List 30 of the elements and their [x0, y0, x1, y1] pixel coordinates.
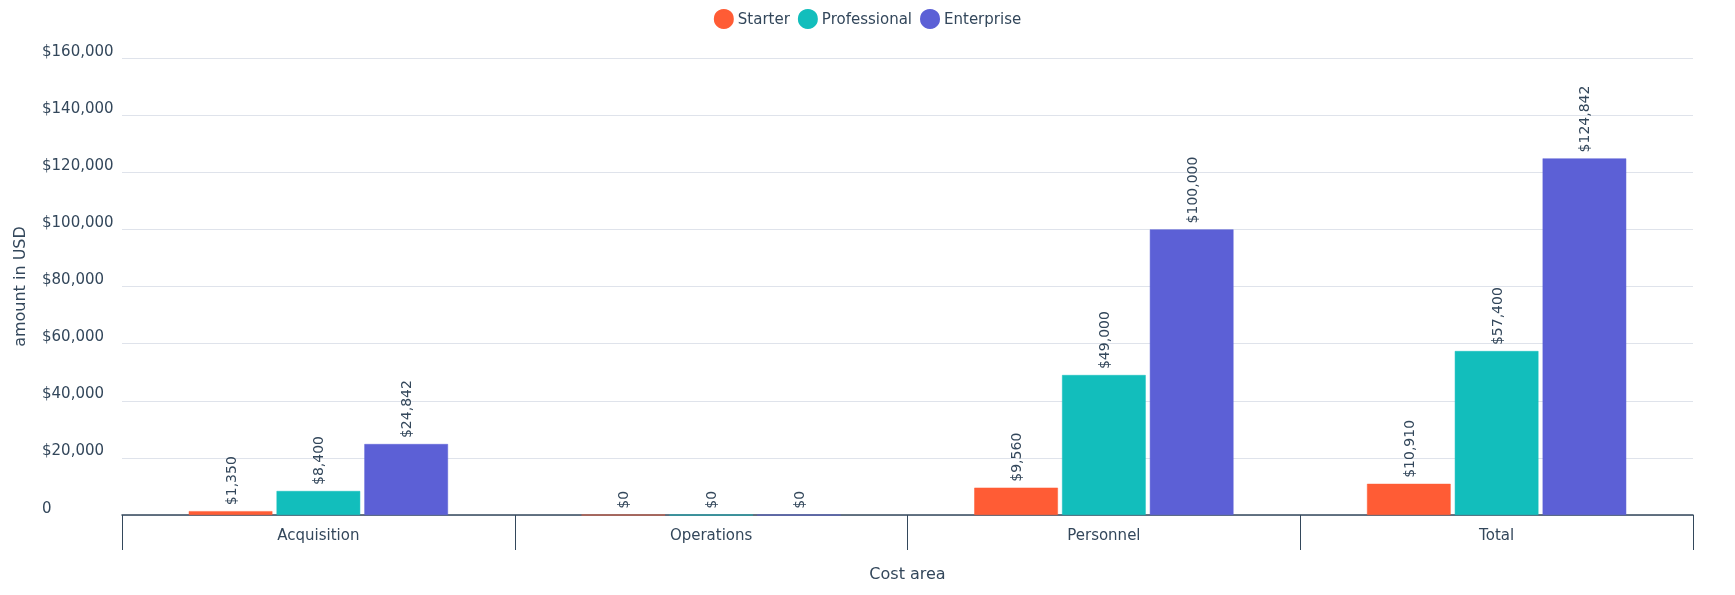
legend-label: Enterprise	[944, 10, 1022, 28]
y-tick-label: $160,000	[42, 41, 114, 60]
x-tick-label: Personnel	[1067, 525, 1141, 544]
data-label: $124,842	[1576, 85, 1593, 153]
y-tick-label: $40,000	[42, 384, 105, 403]
data-label: $0	[790, 490, 807, 509]
y-tick-label: 0	[42, 498, 52, 517]
legend-label: Professional	[821, 10, 913, 28]
x-tick-label: Acquisition	[277, 525, 360, 544]
data-label: $57,400	[1488, 287, 1505, 346]
y-axis-title: amount in USD	[9, 226, 29, 347]
y-tick-label: $140,000	[42, 98, 114, 117]
x-tick-label: Total	[1478, 525, 1515, 544]
y-tick-label: $100,000	[42, 212, 114, 231]
data-label: $24,842	[398, 380, 415, 439]
y-tick-label: $120,000	[42, 155, 114, 174]
data-label: $0	[703, 490, 720, 509]
data-label: $1,350	[222, 456, 239, 506]
data-label: $49,000	[1095, 311, 1112, 370]
y-tick-label: $60,000	[42, 327, 105, 346]
data-label: $10,910	[1400, 419, 1417, 478]
x-tick-label: Operations	[669, 525, 753, 544]
data-label: $8,400	[310, 436, 327, 486]
y-tick-label: $80,000	[42, 270, 105, 288]
legend-label: Starter	[737, 10, 791, 28]
data-label: $100,000	[1183, 156, 1200, 224]
data-label: $0	[615, 490, 632, 509]
y-tick-label: $20,000	[42, 441, 105, 460]
x-axis-title: Cost area	[869, 563, 946, 583]
data-label: $9,560	[1008, 432, 1025, 482]
